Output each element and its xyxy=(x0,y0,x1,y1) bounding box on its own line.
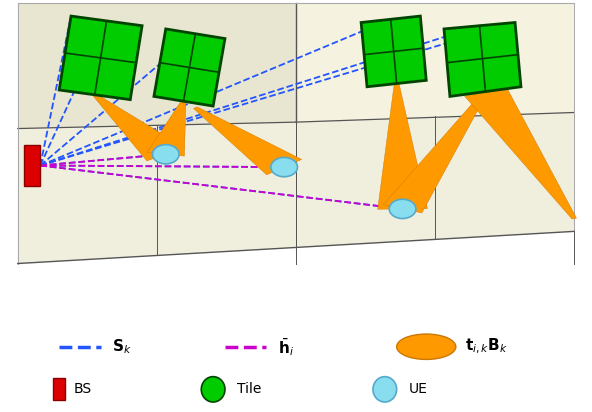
Text: $\mathbf{t}_{i,k}\mathbf{B}_k$: $\mathbf{t}_{i,k}\mathbf{B}_k$ xyxy=(465,337,507,356)
Text: BS: BS xyxy=(74,382,92,396)
Polygon shape xyxy=(378,84,427,209)
Text: $\bar{\mathbf{h}}_i$: $\bar{\mathbf{h}}_i$ xyxy=(278,336,294,358)
Text: Tile: Tile xyxy=(237,382,261,396)
Polygon shape xyxy=(147,101,186,156)
Polygon shape xyxy=(18,112,574,264)
Ellipse shape xyxy=(271,157,297,177)
Ellipse shape xyxy=(153,145,179,164)
Polygon shape xyxy=(18,3,296,129)
Ellipse shape xyxy=(397,334,456,359)
Polygon shape xyxy=(59,16,142,100)
Ellipse shape xyxy=(201,377,225,402)
Bar xyxy=(53,379,65,400)
Polygon shape xyxy=(296,3,574,122)
Polygon shape xyxy=(154,29,225,106)
Polygon shape xyxy=(464,87,577,219)
Polygon shape xyxy=(93,94,185,161)
Polygon shape xyxy=(444,23,521,96)
Ellipse shape xyxy=(390,199,416,218)
Polygon shape xyxy=(383,91,488,213)
Text: $\mathbf{S}_k$: $\mathbf{S}_k$ xyxy=(112,337,132,356)
Polygon shape xyxy=(194,107,302,175)
Bar xyxy=(24,145,40,186)
Ellipse shape xyxy=(373,377,397,402)
Polygon shape xyxy=(361,16,426,87)
Text: UE: UE xyxy=(408,382,427,396)
